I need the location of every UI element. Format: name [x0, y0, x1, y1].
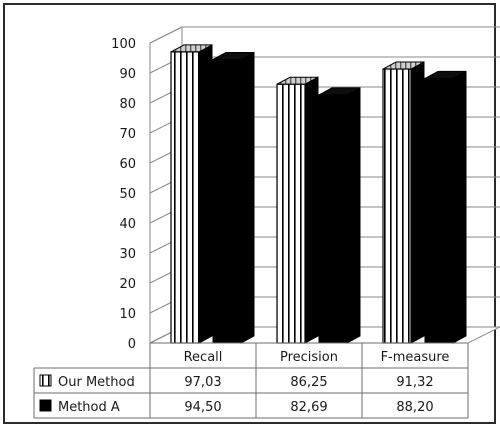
bar-our-method	[382, 61, 425, 344]
bar-side	[198, 44, 213, 344]
gridline-side	[149, 26, 183, 44]
y-tick-label: 100	[111, 37, 136, 52]
y-tick-label: 30	[119, 247, 136, 262]
data-table-value: 91,32	[396, 375, 433, 390]
data-table-value: 86,25	[290, 375, 327, 390]
bar-side	[346, 87, 361, 344]
y-tick-label: 90	[119, 67, 136, 82]
bars	[170, 44, 467, 344]
bar-front	[276, 83, 306, 344]
y-tick-label: 10	[119, 307, 136, 322]
bar-method-a	[424, 70, 467, 344]
data-table: Recall Precision F-measure Our Method 97,03 8…	[33, 342, 469, 419]
y-tick-label: 40	[119, 217, 136, 232]
legend-series-name: Our Method	[58, 375, 135, 390]
x-category-label: Recall	[184, 350, 223, 365]
y-tick-label: 80	[119, 97, 136, 112]
bar-our-method	[170, 44, 213, 344]
data-table-value: 82,69	[290, 400, 327, 415]
y-axis-ticks: 0 10 20 30 40 50 60 70 80 90 100	[111, 37, 136, 352]
y-tick-label: 0	[128, 337, 136, 352]
y-tick-label: 20	[119, 277, 136, 292]
legend-series-name: Method A	[58, 400, 120, 415]
bar-front	[382, 68, 412, 344]
y-tick-label: 60	[119, 157, 136, 172]
bar-method-a	[318, 87, 361, 344]
bar-front	[212, 59, 242, 344]
bar-side	[304, 76, 319, 344]
bar-side	[240, 51, 255, 344]
x-category-label: Precision	[280, 350, 338, 365]
bar-side	[452, 70, 467, 344]
legend-key-method-a	[39, 399, 52, 412]
bar-method-a	[212, 51, 255, 344]
bar-front	[318, 94, 348, 344]
data-table-value: 97,03	[184, 375, 221, 390]
y-tick-label: 50	[119, 187, 136, 202]
legend-key-our-method	[39, 374, 52, 387]
y-tick-label: 70	[119, 127, 136, 142]
figure-border	[3, 3, 496, 424]
bar-our-method	[276, 76, 319, 344]
bar-front	[424, 77, 454, 344]
data-table-value: 88,20	[396, 400, 433, 415]
bar-side	[410, 61, 425, 344]
data-table-value: 94,50	[184, 400, 221, 415]
bar-front	[170, 51, 200, 344]
x-category-label: F-measure	[381, 350, 450, 365]
